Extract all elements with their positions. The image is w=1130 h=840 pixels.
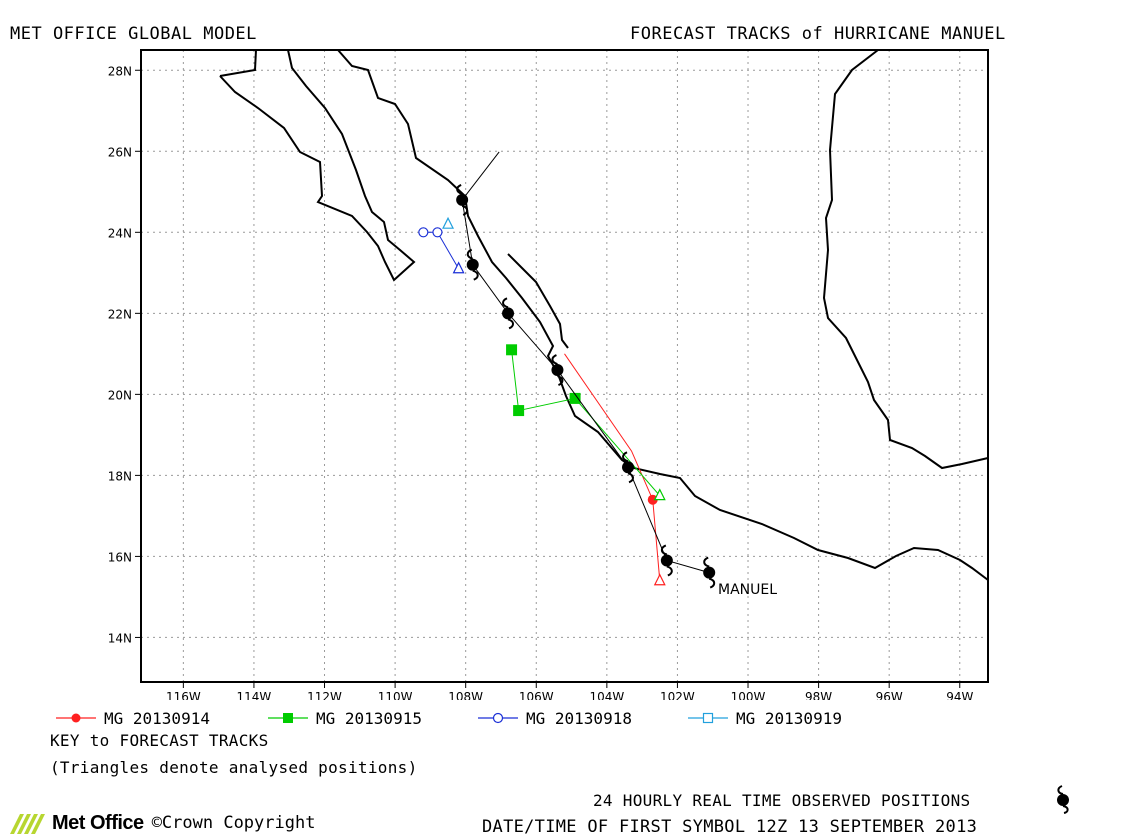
key-note: (Triangles denote analysed positions) [50,758,418,777]
legend-item-mg-20130919: MG 20130919 [686,707,842,729]
lon-tick-label: 112W [307,690,342,700]
lat-tick-label: 14N [108,631,132,645]
track-mg-20130914 [564,353,666,586]
axis-ticks: 116W 114W 112W 110W 108W 106W 104W 102W 100W 98W 9… [108,64,974,700]
chart-title: FORECAST TRACKS of HURRICANE MANUEL [630,24,1006,44]
hurricane-symbol-arm [456,183,463,195]
lon-tick-label: 116W [166,690,201,700]
hurricane-symbol-arm [557,375,564,386]
lat-tick-label: 16N [108,550,132,564]
lon-tick-label: 110W [378,690,413,700]
first-symbol-datetime: DATE/TIME OF FIRST SYMBOL 12Z 13 SEPTEMB… [482,817,978,837]
coastline-segment [507,253,569,349]
track-point [506,344,518,356]
lon-tick-label: 104W [589,690,624,700]
lat-tick-label: 24N [108,226,132,240]
hurricane-symbol [660,544,673,577]
track-point [647,494,658,505]
hurricane-symbol [456,183,469,216]
copyright: ©Crown Copyright [151,813,316,833]
hurricane-symbol-arm [708,577,716,589]
legend-label: MG 20130918 [526,708,632,728]
legend-label: MG 20130915 [316,708,422,728]
observed-track-extension [461,151,500,201]
track-point [513,405,525,417]
observed-track [456,151,716,589]
lon-tick-label: 100W [731,690,766,700]
hurricane-icon [1057,785,1069,814]
lat-tick-label: 26N [108,145,132,159]
legend-label: MG 20130919 [736,708,842,728]
track-mg-20130915 [506,344,666,501]
hurricane-symbol-arm [660,544,668,556]
lon-tick-label: 108W [448,690,483,700]
track-point [418,227,429,238]
legend-label: MG 20130914 [104,708,210,728]
hurricane-symbol-arm [703,556,710,568]
hurricane-symbol-arm [502,297,509,309]
analysed-position-triangle [653,488,666,501]
hurricane-symbol-arm [627,472,635,484]
lon-tick-label: 94W [946,690,973,700]
track-mg-20130919 [442,216,455,229]
hurricane-symbol-arm [507,318,515,330]
track-line [423,231,460,270]
hurricane-symbol-core [703,566,716,579]
forecast-tracks [418,216,666,586]
coastline-segment [822,49,989,470]
observed-track-line [461,199,710,574]
logo-text: Met Office [52,811,144,834]
hurricane-symbol [622,451,635,484]
legend-item-mg-20130915: MG 20130915 [266,707,422,729]
map-frame [140,49,989,683]
hurricane-symbol [551,354,564,386]
legend-item-mg-20130918: MG 20130918 [476,707,632,729]
analysed-position-triangle [442,216,455,229]
lon-tick-label: 102W [660,690,695,700]
hurricane-symbol-arm [666,565,673,577]
observed-positions-label: 24 HOURLY REAL TIME OBSERVED POSITIONS [593,791,971,810]
track-point [569,392,581,404]
track-map: 116W 114W 112W 110W 108W 106W 104W 102W 100W 98W 9… [108,49,989,700]
lon-tick-label: 106W [519,690,554,700]
met-office-logo-icon [10,814,45,834]
hurricane-symbol-arm [466,248,474,260]
coastline-segment [219,49,257,77]
hurricane-symbol-arm [472,269,479,281]
lon-tick-label: 96W [876,690,903,700]
analysed-position-triangle [653,573,666,586]
key-title: KEY to FORECAST TRACKS [50,731,269,750]
hurricane-symbol-core [502,307,515,320]
hurricane-symbol-arm [461,204,469,216]
track-line [511,349,661,496]
analysed-position-triangle [452,261,465,274]
hurricane-symbol [466,248,479,281]
hurricane-symbol [502,297,515,330]
coastline-segment [219,49,416,282]
legend-item-mg-20130914: MG 20130914 [54,707,210,729]
storm-label: MANUEL [718,582,777,598]
lat-tick-label: 18N [108,469,132,483]
track-mg-20130918 [418,227,465,274]
lat-tick-label: 20N [108,388,132,402]
lon-tick-label: 98W [805,690,832,700]
coastline-segment [337,49,989,581]
hurricane-symbol-core [622,461,635,474]
model-title: MET OFFICE GLOBAL MODEL [10,24,257,44]
hurricane-symbol-core [551,364,564,377]
hurricane-symbol [703,556,716,589]
track-line [564,353,661,581]
lat-tick-label: 28N [108,64,132,78]
lat-tick-label: 22N [108,307,132,321]
hurricane-symbol-core [456,193,469,206]
lon-tick-label: 114W [237,690,272,700]
coastline [219,49,989,581]
hurricane-symbol-arm [551,354,558,366]
track-point [432,227,443,238]
hurricane-symbol-core [466,258,479,271]
met-office-logo: Met Office ©Crown Copyright [8,810,315,836]
hurricane-symbol-core [660,554,673,567]
hurricane-symbol-arm [622,451,629,463]
